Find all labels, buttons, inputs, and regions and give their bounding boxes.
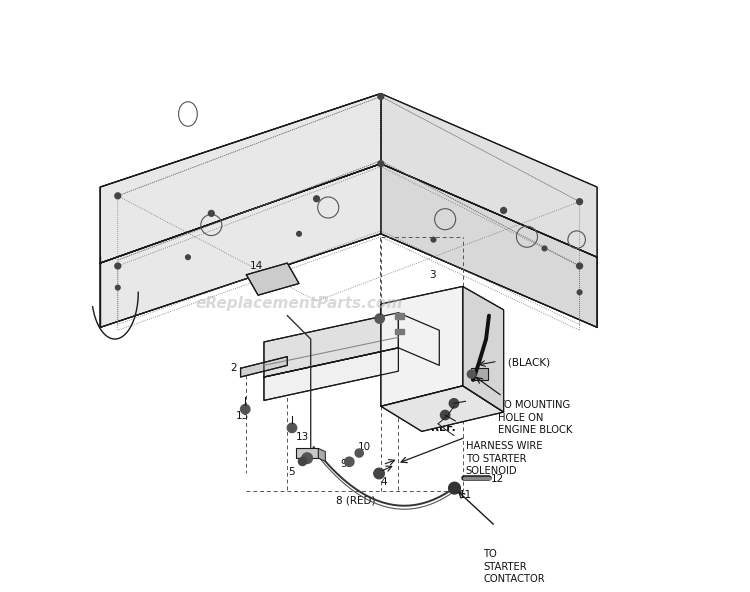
Polygon shape: [381, 386, 503, 432]
Polygon shape: [100, 94, 381, 263]
Circle shape: [375, 314, 384, 323]
Text: REF.: REF.: [430, 423, 455, 433]
Circle shape: [449, 398, 458, 408]
Circle shape: [287, 423, 297, 433]
Text: 7 (BLACK): 7 (BLACK): [498, 358, 550, 368]
Text: 11: 11: [458, 490, 472, 500]
Text: 10: 10: [358, 442, 370, 452]
Text: 9: 9: [340, 459, 346, 468]
Circle shape: [115, 263, 121, 269]
Text: TO
STARTER
CONTACTOR: TO STARTER CONTACTOR: [483, 549, 544, 584]
Text: 14: 14: [249, 261, 262, 271]
Text: 13: 13: [236, 411, 249, 421]
Text: 3: 3: [429, 270, 436, 280]
Circle shape: [185, 255, 190, 259]
Bar: [394, 313, 404, 318]
Polygon shape: [318, 448, 326, 461]
Circle shape: [209, 210, 214, 216]
Text: +: +: [389, 311, 397, 321]
Circle shape: [577, 263, 583, 269]
Polygon shape: [264, 313, 398, 377]
Bar: [472, 368, 488, 380]
Circle shape: [448, 482, 460, 494]
Text: 13: 13: [296, 432, 309, 442]
Text: 13: 13: [384, 310, 397, 320]
Polygon shape: [247, 263, 299, 295]
Text: 8 (RED): 8 (RED): [337, 496, 376, 506]
Circle shape: [440, 410, 450, 420]
Text: HARNESS WIRE
TO STARTER
SOLENOID: HARNESS WIRE TO STARTER SOLENOID: [466, 441, 542, 476]
Circle shape: [577, 199, 583, 205]
Polygon shape: [264, 348, 398, 400]
Circle shape: [115, 193, 121, 199]
Circle shape: [116, 285, 120, 290]
Text: 2: 2: [230, 363, 237, 374]
Circle shape: [356, 449, 363, 457]
Circle shape: [302, 453, 313, 464]
Circle shape: [578, 290, 582, 295]
Circle shape: [344, 457, 354, 466]
Bar: [394, 329, 404, 334]
Polygon shape: [100, 163, 597, 327]
Polygon shape: [381, 163, 597, 327]
Circle shape: [542, 246, 547, 251]
Polygon shape: [100, 94, 381, 263]
Text: eReplacementParts.com: eReplacementParts.com: [196, 297, 403, 311]
Polygon shape: [381, 94, 597, 257]
Circle shape: [378, 94, 384, 99]
Polygon shape: [463, 287, 503, 412]
Text: 5: 5: [289, 467, 295, 477]
Circle shape: [378, 161, 384, 166]
Text: 1: 1: [334, 361, 340, 371]
Circle shape: [297, 231, 302, 236]
Text: TO MOUNTING
HOLE ON
ENGINE BLOCK: TO MOUNTING HOLE ON ENGINE BLOCK: [498, 400, 572, 435]
Circle shape: [314, 196, 320, 202]
Text: 12: 12: [490, 474, 504, 484]
Bar: [296, 448, 318, 458]
Polygon shape: [381, 287, 463, 406]
Circle shape: [374, 468, 384, 479]
Circle shape: [298, 458, 307, 465]
Polygon shape: [241, 356, 287, 377]
Circle shape: [241, 404, 250, 414]
Text: -: -: [389, 328, 392, 338]
Text: 4: 4: [381, 477, 388, 487]
Circle shape: [467, 370, 476, 378]
Circle shape: [431, 237, 436, 242]
Circle shape: [501, 208, 506, 213]
Polygon shape: [100, 163, 381, 327]
Polygon shape: [398, 313, 439, 365]
Text: 6: 6: [466, 385, 473, 395]
